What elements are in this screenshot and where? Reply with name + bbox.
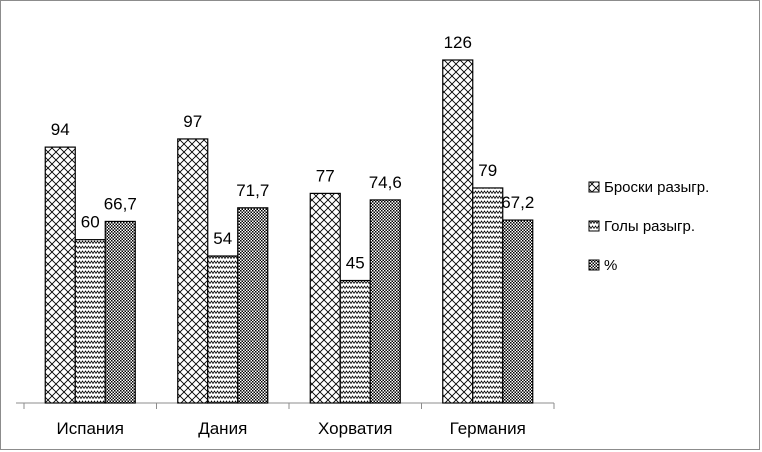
bar-германия-series-1 [442,59,474,404]
legend: Броски разыгр. Голы разыгр.% [588,179,709,274]
data-label: 66,7 [104,194,137,213]
data-label: 71,7 [236,181,269,200]
bar-испания-series-1 [44,146,76,404]
legend-swatch [588,220,600,232]
x-tick-label: Дания [198,419,247,438]
legend-swatch [588,181,600,193]
x-tick-label: Испания [57,419,124,438]
data-label: 74,6 [369,173,402,192]
data-label: 67,2 [501,193,534,212]
data-label: 54 [213,229,232,248]
legend-label: Броски разыгр. [604,179,709,196]
data-label: 126 [444,33,472,52]
bar-дания-series-1 [177,138,209,404]
axis-layer: Испания Дания Хорватия Германия [16,402,555,438]
data-label: 79 [478,161,497,180]
data-label: 94 [51,120,70,139]
data-label: 60 [81,213,100,232]
bar-испания-series-2 [74,239,106,404]
data-label: 77 [316,166,335,185]
data-label: 97 [183,112,202,131]
bar-дания-series-2 [207,255,239,404]
bar-хорватия-series-3 [369,199,401,404]
bar-хорватия-series-2 [339,279,371,404]
x-tick-label: Германия [450,419,526,438]
legend-label: Голы разыгр. [604,218,695,235]
bar-хорватия-series-1 [309,192,341,404]
bar-германия-series-2 [472,187,504,404]
legend-label: % [604,257,617,274]
bar-германия-series-3 [502,219,534,404]
legend-swatch [588,259,600,271]
data-label: 45 [346,254,365,273]
x-tick-label: Хорватия [318,419,392,438]
bar-испания-series-3 [104,220,136,404]
bars-layer [44,59,534,404]
bar-дания-series-3 [237,207,269,404]
